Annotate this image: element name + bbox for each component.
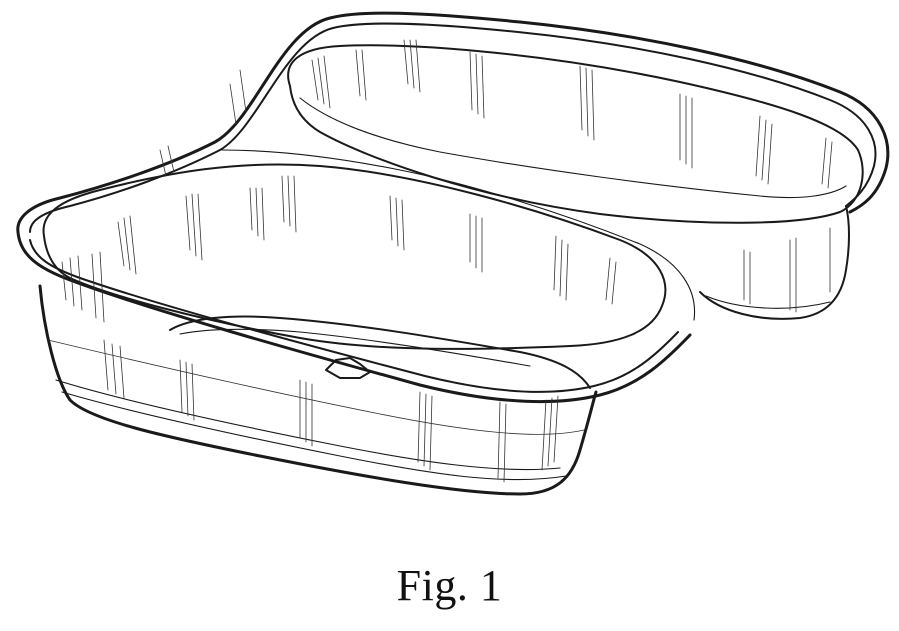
right-compartment-bottom-line [706, 296, 830, 308]
compartment-divider [222, 150, 695, 320]
tray-base-band-1 [56, 380, 560, 470]
tray-outer-rim [18, 13, 888, 232]
tray-rim-front-inner [30, 240, 678, 392]
right-compartment-opening [288, 45, 863, 222]
tray-drawing [0, 0, 899, 540]
left-compartment-opening [43, 164, 665, 349]
shading-hatches [62, 40, 832, 482]
tray-base-band-3 [48, 340, 584, 434]
tray-rim-inner-edge [30, 23, 875, 232]
tray-rim-front [18, 232, 690, 402]
left-compartment-floor [170, 317, 590, 389]
figure-caption: Fig. 1 [0, 560, 899, 611]
